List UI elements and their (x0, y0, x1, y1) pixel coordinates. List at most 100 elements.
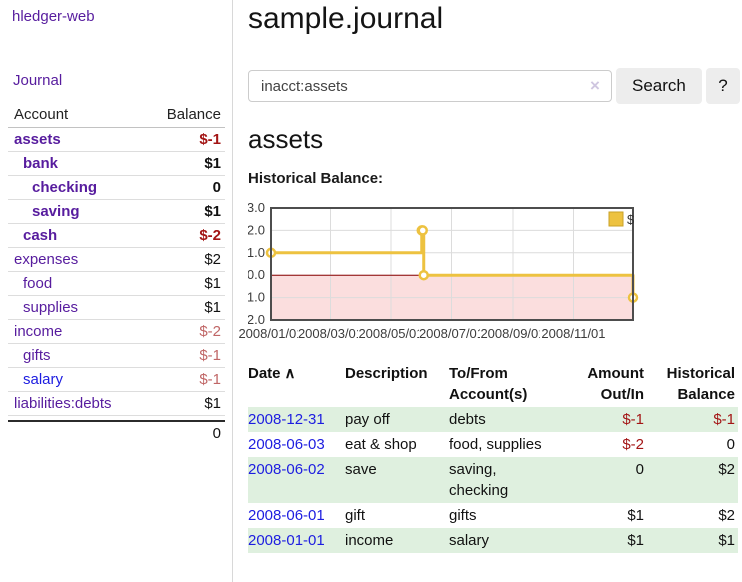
transaction-row: 2008-06-02 save saving, checking 0 $2 (248, 457, 738, 503)
transaction-date-link[interactable]: 2008-06-02 (248, 461, 325, 478)
account-row: saving $1 (8, 200, 225, 224)
account-link[interactable]: supplies (23, 299, 79, 316)
accounts-table-body: assets $-1 bank $1 checking 0 saving $1 cash $-2 e… (8, 128, 225, 416)
clear-search-icon[interactable]: × (590, 76, 600, 95)
account-row: food $1 (8, 272, 225, 296)
data-point (418, 269, 429, 281)
transactions-table: Date ∧ Description To/From Account(s) Amo… (248, 361, 738, 553)
account-link[interactable]: assets (14, 131, 61, 148)
chart-border (270, 207, 634, 321)
col-header-amount: Amount Out/In (587, 365, 644, 403)
account-link[interactable]: cash (23, 227, 58, 244)
transaction-description: gift (345, 507, 366, 524)
account-balance: $1 (204, 299, 221, 316)
sidebar-item-journal[interactable]: Journal (13, 72, 63, 89)
transaction-balance: $1 (718, 532, 735, 549)
col-header-description: Description (345, 365, 428, 382)
transaction-date-cell: 2008-12-31 (248, 407, 345, 432)
account-link[interactable]: food (23, 275, 53, 292)
account-link[interactable]: checking (32, 179, 98, 196)
account-balance: $-1 (199, 131, 221, 148)
account-row: liabilities:debts $1 (8, 392, 225, 416)
transaction-amount: $1 (627, 507, 644, 524)
help-button[interactable]: ? (706, 68, 740, 104)
data-point (417, 225, 428, 236)
account-column-header: Account (14, 106, 69, 123)
transaction-row: 2008-12-31 pay off debts $-1 $-1 (248, 407, 738, 432)
accounts-total: 0 (8, 420, 225, 442)
chart-title: Historical Balance: (248, 170, 384, 187)
transaction-balance: $-1 (713, 411, 735, 428)
account-link[interactable]: gifts (23, 347, 51, 364)
account-balance: $-2 (199, 323, 221, 340)
account-row: cash $-2 (8, 224, 225, 248)
page-title: sample.journal (248, 2, 444, 35)
account-balance: $-2 (199, 227, 221, 244)
account-balance: $1 (204, 155, 221, 172)
account-row: bank $1 (8, 152, 225, 176)
accounts-table-header: Account Balance (8, 104, 225, 128)
transaction-date-link[interactable]: 2008-06-03 (248, 436, 325, 453)
account-row: gifts $-1 (8, 344, 225, 368)
x-axis-label: 2008/01/01 (238, 326, 304, 341)
transaction-accounts: food, supplies (449, 436, 542, 453)
transaction-amount: $-1 (622, 411, 644, 428)
transaction-date-cell: 2008-06-03 (248, 432, 345, 457)
account-link[interactable]: saving (32, 203, 80, 220)
transactions-header-row: Date ∧ Description To/From Account(s) Amo… (248, 361, 738, 407)
transaction-date-link[interactable]: 2008-12-31 (248, 411, 325, 428)
chart-canvas: $ 3.0 2.0 1.0 0.0 -1.0 -2.0 (243, 200, 639, 327)
transaction-accounts: gifts (449, 507, 477, 524)
search-button[interactable]: Search (616, 68, 702, 104)
account-link[interactable]: income (14, 323, 63, 340)
col-header-balance: Historical Balance (666, 365, 735, 403)
transaction-accounts: saving, checking (449, 461, 509, 499)
transaction-date-cell: 2008-06-01 (248, 503, 345, 528)
y-axis-label: 0.0 (248, 267, 265, 282)
account-heading: assets (248, 124, 324, 154)
balance-column-header: Balance (166, 106, 221, 123)
transaction-date-link[interactable]: 2008-06-01 (248, 507, 325, 524)
transaction-amount: $-2 (622, 436, 644, 453)
col-header-accounts: To/From Account(s) (449, 365, 528, 403)
transaction-row: 2008-06-01 gift gifts $1 $2 (248, 503, 738, 528)
account-link[interactable]: salary (23, 371, 64, 388)
account-balance: $1 (204, 203, 221, 220)
transaction-row: 2008-01-01 income salary $1 $1 (248, 528, 738, 553)
col-header-date[interactable]: Date ∧ (248, 361, 345, 407)
transaction-amount: 0 (635, 461, 644, 478)
account-link[interactable]: expenses (14, 251, 79, 268)
account-balance: $2 (204, 251, 221, 268)
transaction-balance: 0 (726, 436, 735, 453)
account-row: expenses $2 (8, 248, 225, 272)
legend-label: $ (627, 212, 635, 227)
x-axis-label: 2008/03/01 (297, 326, 364, 341)
transaction-date-cell: 2008-01-01 (248, 528, 345, 553)
transaction-description: pay off (345, 411, 390, 428)
account-row: salary $-1 (8, 368, 225, 392)
account-balance: $1 (204, 395, 221, 412)
transaction-description: eat & shop (345, 436, 417, 453)
account-balance: $1 (204, 275, 221, 292)
transaction-amount: $1 (627, 532, 644, 549)
transaction-row: 2008-06-03 eat & shop food, supplies $-2 0 (248, 432, 738, 457)
historical-balance-chart: $ 3.0 2.0 1.0 0.0 -1.0 -2.0 2008/01/012008/03… (238, 200, 742, 348)
sort-ascending-icon: ∧ (284, 365, 296, 382)
account-row: income $-2 (8, 320, 225, 344)
account-balance: $-1 (199, 371, 221, 388)
search-input[interactable] (248, 70, 612, 102)
transaction-description: save (345, 461, 377, 478)
app-title-link[interactable]: hledger-web (12, 8, 95, 25)
y-axis-label: 3.0 (248, 203, 265, 215)
transaction-date-link[interactable]: 2008-01-01 (248, 532, 325, 549)
y-axis-label: -2.0 (248, 312, 265, 327)
sidebar-divider (232, 0, 233, 582)
account-row: assets $-1 (8, 128, 225, 152)
x-axis-label: 2008/07/01 (418, 326, 485, 341)
account-link[interactable]: liabilities:debts (14, 395, 112, 412)
x-axis-label: 2008/09/01 (479, 326, 546, 341)
transaction-date-cell: 2008-06-02 (248, 457, 345, 503)
account-link[interactable]: bank (23, 155, 59, 172)
x-axis-label: 2008/11/01 (540, 326, 607, 341)
transaction-accounts: debts (449, 411, 486, 428)
